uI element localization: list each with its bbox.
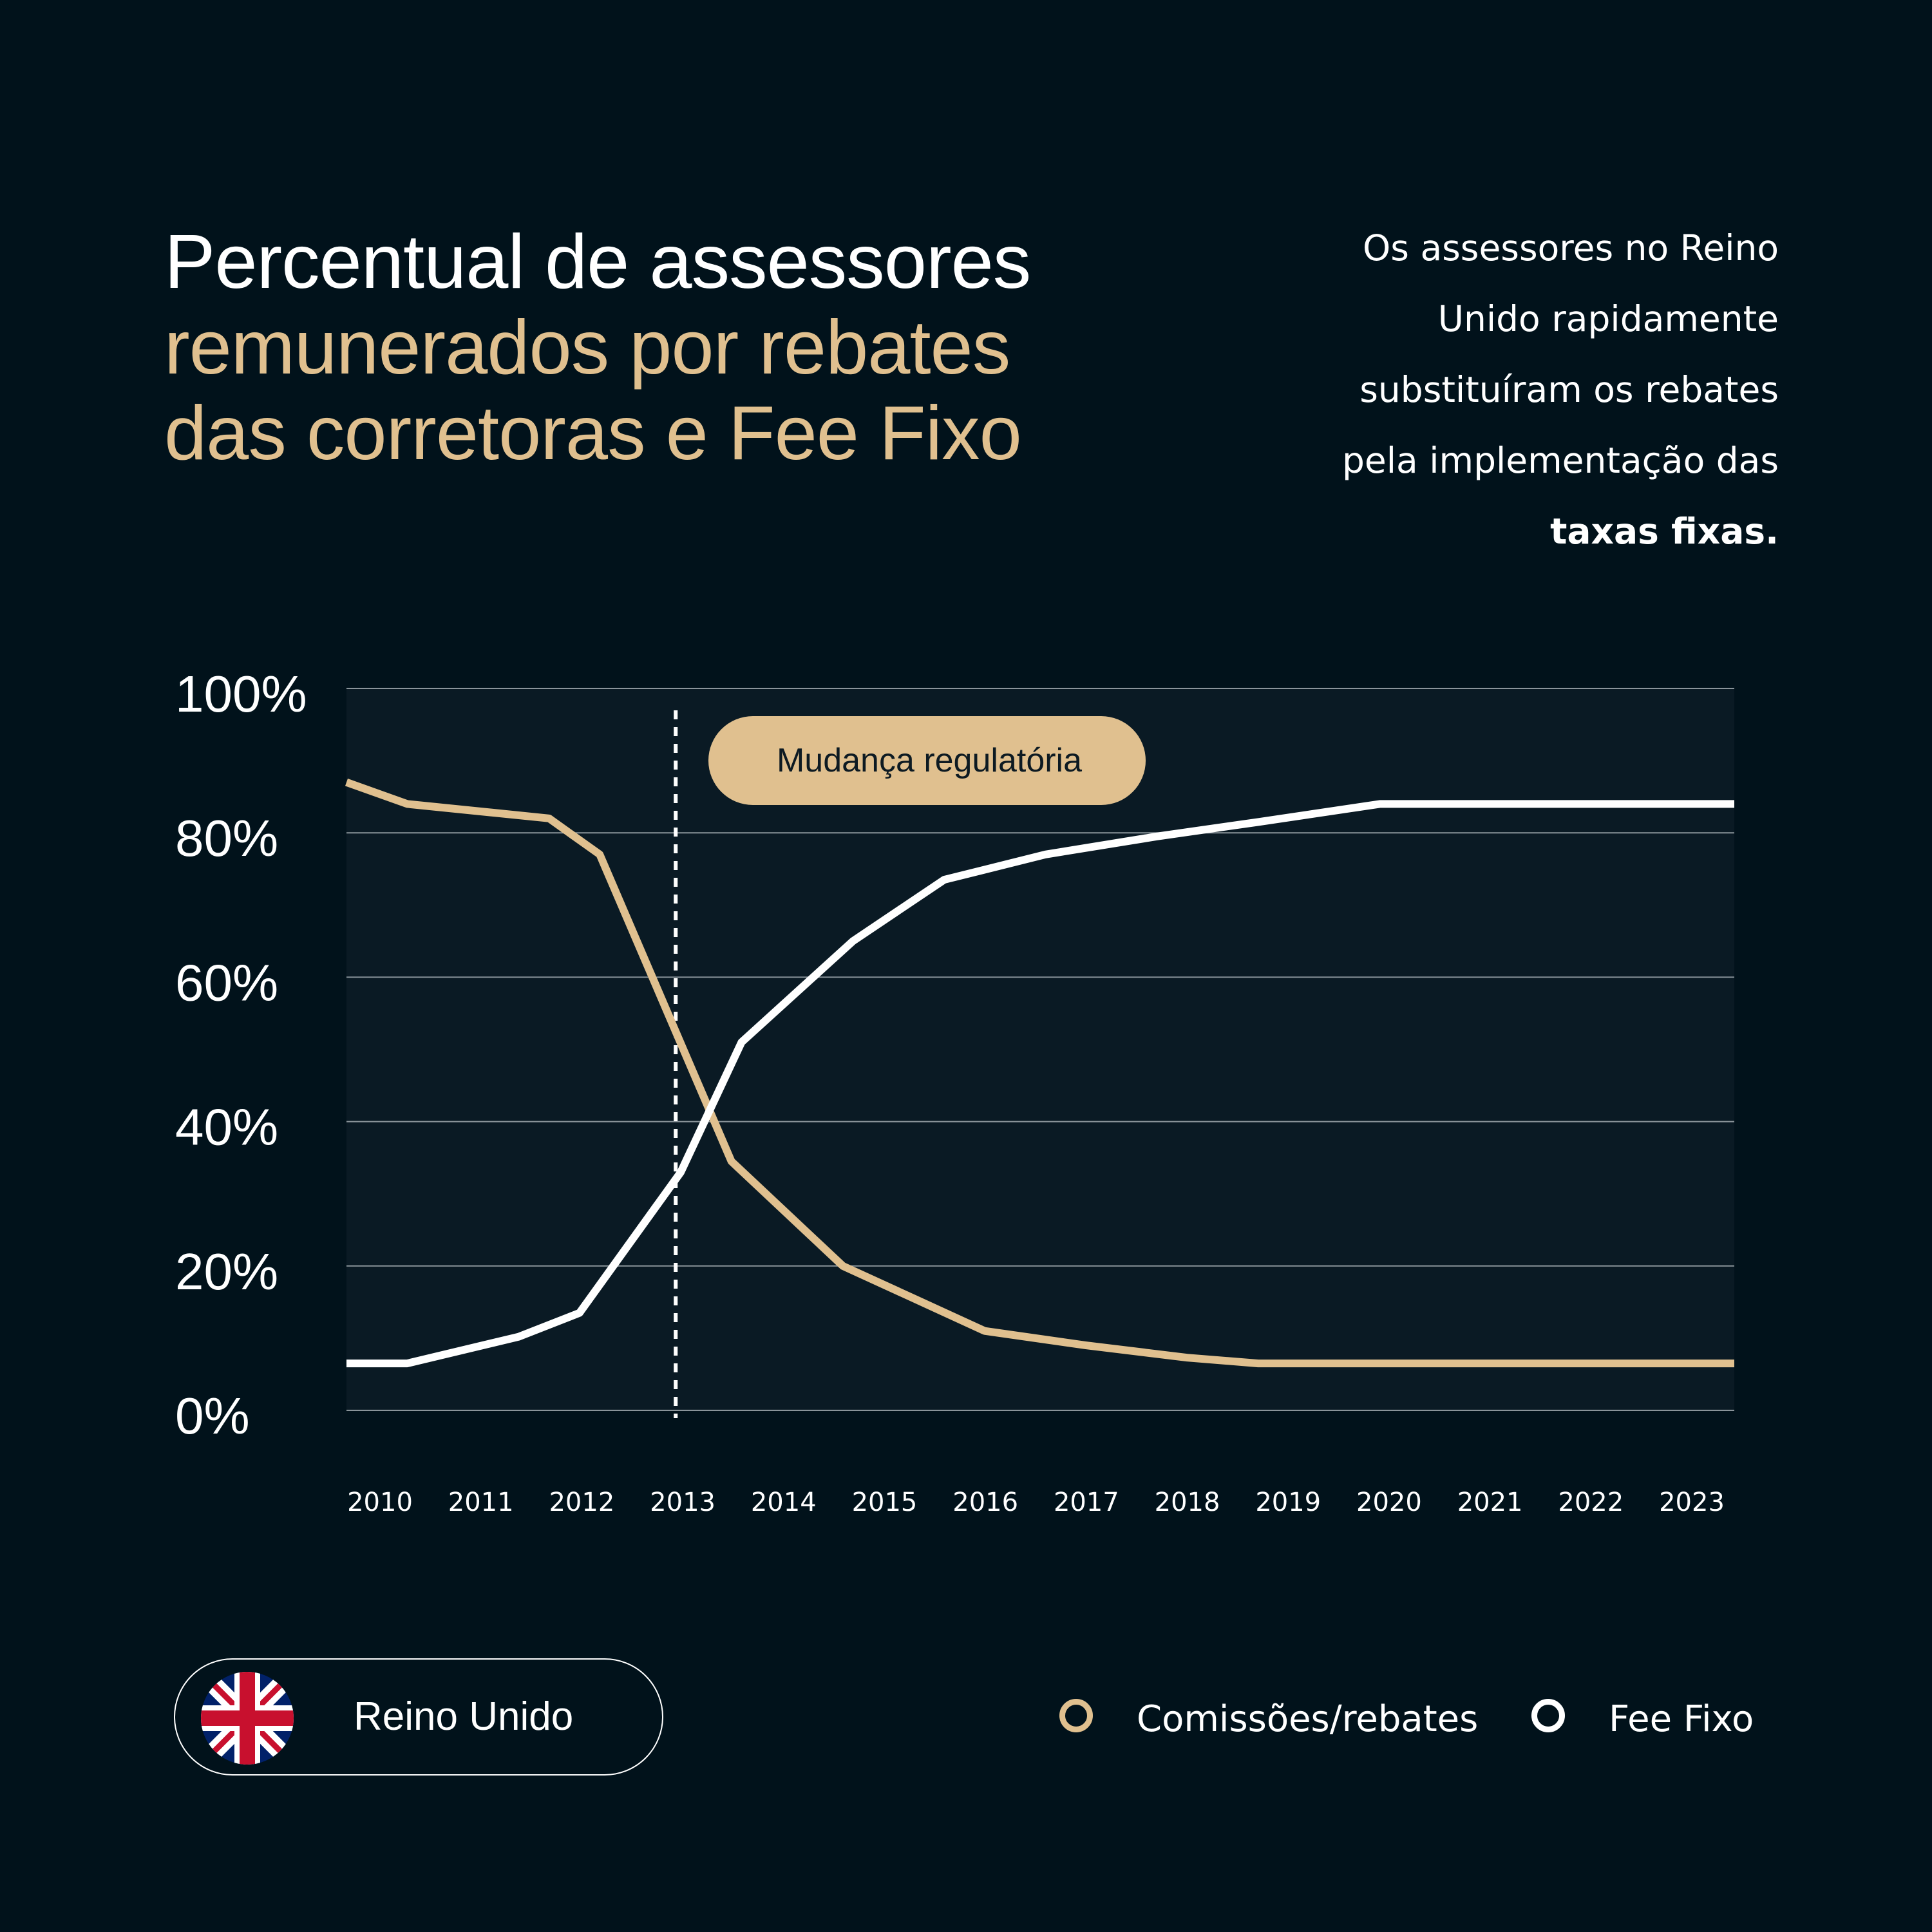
y-tick-label: 100%: [175, 665, 307, 723]
x-tick-label: 2017: [1054, 1488, 1119, 1517]
country-badge: Reino Unido: [174, 1658, 663, 1776]
x-tick-label: 2015: [852, 1488, 918, 1517]
y-tick-label: 80%: [175, 810, 278, 867]
side-note: Os assessores no Reino Unido rapidamente…: [1289, 213, 1779, 567]
note-line-2: Unido rapidamente: [1437, 298, 1779, 339]
note-bold-text: taxas fixas.: [1550, 511, 1779, 552]
legend-item-fee-fixo: Fee Fixo: [1531, 1690, 1802, 1748]
y-tick-label: 40%: [175, 1099, 278, 1156]
legend-marker-comissoes: [1059, 1699, 1093, 1732]
series-lines: [345, 779, 1734, 1368]
title-line-1: Percentual de assessores: [164, 219, 1031, 305]
x-axis-ticks: 2010 2011 2012 2013 2014 2015 2016 2017 2018 2019…: [347, 1488, 1725, 1517]
regulatory-change-annotation: Mudança regulatória: [708, 716, 1146, 805]
legend-label-comissoes: Comissões/rebates: [1137, 1698, 1479, 1740]
x-tick-label: 2013: [650, 1488, 715, 1517]
x-tick-label: 2016: [952, 1488, 1018, 1517]
y-tick-label: 60%: [175, 954, 278, 1011]
uk-flag-icon: [201, 1672, 294, 1765]
x-tick-label: 2021: [1457, 1488, 1523, 1517]
note-line-4: pela implementação das: [1342, 440, 1779, 481]
x-tick-label: 2012: [549, 1488, 614, 1517]
legend-label-fee-fixo: Fee Fixo: [1609, 1698, 1754, 1740]
title-line-2: remunerados por rebates: [164, 305, 1010, 390]
annotation-label: Mudança regulatória: [777, 742, 1082, 779]
x-tick-label: 2010: [347, 1488, 413, 1517]
legend-marker-fee-fixo: [1531, 1699, 1565, 1732]
chart-title: Percentual de assessores remunerados por…: [164, 219, 1130, 476]
title-line-3: das corretoras e Fee Fixo: [164, 390, 1022, 476]
series-line-comissoes: [345, 779, 1734, 1368]
x-tick-label: 2020: [1356, 1488, 1422, 1517]
x-tick-label: 2011: [448, 1488, 514, 1517]
note-line-1: Os assessores no Reino: [1363, 227, 1779, 269]
annotation-pill: [708, 716, 1146, 805]
country-label: Reino Unido: [354, 1694, 574, 1739]
x-tick-label: 2019: [1255, 1488, 1321, 1517]
note-line-3: substituíram os rebates: [1359, 369, 1779, 410]
grid-lines: [346, 688, 1734, 1411]
x-tick-label: 2022: [1558, 1488, 1624, 1517]
y-axis-ticks: 100% 80% 60% 40% 20% 0%: [175, 665, 307, 1444]
y-tick-label: 0%: [175, 1387, 250, 1444]
legend-item-comissoes: Comissões/rebates: [1059, 1690, 1478, 1748]
series-line-fee-fixo: [346, 800, 1734, 1368]
plot-background: [346, 688, 1734, 1410]
x-tick-label: 2014: [751, 1488, 817, 1517]
x-tick-label: 2023: [1659, 1488, 1725, 1517]
y-tick-label: 20%: [175, 1243, 278, 1300]
x-tick-label: 2018: [1155, 1488, 1220, 1517]
